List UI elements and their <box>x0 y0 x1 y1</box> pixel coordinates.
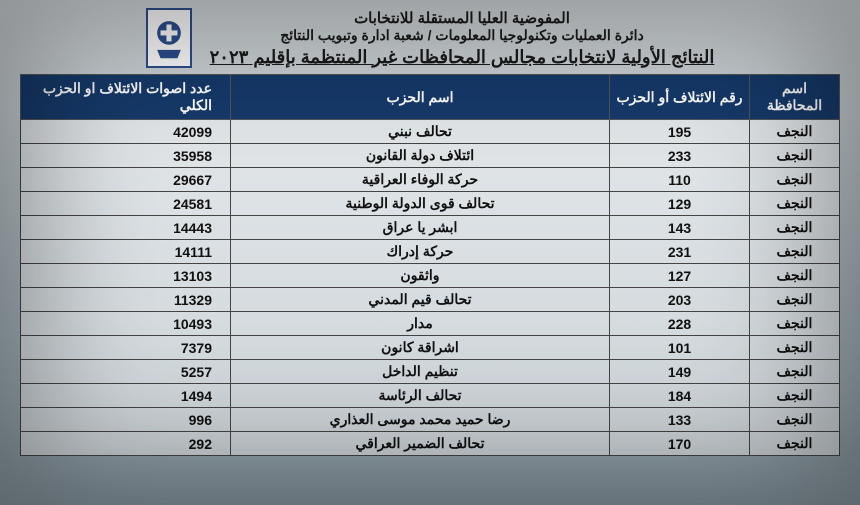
table-row: النجف110حركة الوفاء العراقية29667 <box>21 168 840 192</box>
header-line-1: المفوضية العليا المستقلة للانتخابات <box>210 9 715 27</box>
cell-votes: 5257 <box>21 360 231 384</box>
cell-party-name: تحالف الرئاسة <box>231 384 610 408</box>
cell-party-name: رضا حميد محمد موسى العذاري <box>231 408 610 432</box>
table-row: النجف129تحالف قوى الدولة الوطنية24581 <box>21 192 840 216</box>
cell-party-name: حركة الوفاء العراقية <box>231 168 610 192</box>
cell-governorate: النجف <box>750 432 840 456</box>
col-header-governorate: اسم المحافظة <box>750 75 840 120</box>
cell-governorate: النجف <box>750 336 840 360</box>
cell-governorate: النجف <box>750 312 840 336</box>
page-header: المفوضية العليا المستقلة للانتخابات دائر… <box>20 8 840 68</box>
header-line-2: دائرة العمليات وتكنولوجيا المعلومات / شع… <box>210 27 715 44</box>
cell-party-name: حركة إدراك <box>231 240 610 264</box>
cell-coalition-num: 228 <box>610 312 750 336</box>
table-row: النجف149تنظيم الداخل5257 <box>21 360 840 384</box>
cell-governorate: النجف <box>750 384 840 408</box>
cell-coalition-num: 101 <box>610 336 750 360</box>
cell-party-name: تحالف نبني <box>231 120 610 144</box>
cell-governorate: النجف <box>750 360 840 384</box>
cell-party-name: اشراقة كانون <box>231 336 610 360</box>
cell-coalition-num: 203 <box>610 288 750 312</box>
table-row: النجف170تحالف الضمير العراقي292 <box>21 432 840 456</box>
table-header: اسم المحافظة رقم الائتلاف أو الحزب اسم ا… <box>21 75 840 120</box>
table-body: النجف195تحالف نبني42099النجف233ائتلاف دو… <box>21 120 840 456</box>
cell-party-name: تحالف قوى الدولة الوطنية <box>231 192 610 216</box>
cell-votes: 11329 <box>21 288 231 312</box>
table-row: النجف228مدار10493 <box>21 312 840 336</box>
cell-votes: 29667 <box>21 168 231 192</box>
cell-governorate: النجف <box>750 144 840 168</box>
cell-coalition-num: 149 <box>610 360 750 384</box>
cell-governorate: النجف <box>750 240 840 264</box>
cell-votes: 35958 <box>21 144 231 168</box>
header-text-block: المفوضية العليا المستقلة للانتخابات دائر… <box>210 9 715 68</box>
cell-coalition-num: 127 <box>610 264 750 288</box>
col-header-votes: عدد اصوات الائتلاف او الحزب الكلي <box>21 75 231 120</box>
table-row: النجف203تحالف قيم المدني11329 <box>21 288 840 312</box>
table-row: النجف143ابشر يا عراق14443 <box>21 216 840 240</box>
results-table: اسم المحافظة رقم الائتلاف أو الحزب اسم ا… <box>20 74 840 456</box>
cell-governorate: النجف <box>750 120 840 144</box>
cell-votes: 7379 <box>21 336 231 360</box>
cell-coalition-num: 195 <box>610 120 750 144</box>
table-row: النجف231حركة إدراك14111 <box>21 240 840 264</box>
cell-governorate: النجف <box>750 192 840 216</box>
col-header-party-name: اسم الحزب <box>231 75 610 120</box>
cell-votes: 10493 <box>21 312 231 336</box>
cell-party-name: تنظيم الداخل <box>231 360 610 384</box>
cell-party-name: تحالف قيم المدني <box>231 288 610 312</box>
cell-party-name: ائتلاف دولة القانون <box>231 144 610 168</box>
cell-votes: 996 <box>21 408 231 432</box>
cell-votes: 24581 <box>21 192 231 216</box>
cell-coalition-num: 170 <box>610 432 750 456</box>
cell-governorate: النجف <box>750 216 840 240</box>
cell-party-name: واثقون <box>231 264 610 288</box>
table-row: النجف233ائتلاف دولة القانون35958 <box>21 144 840 168</box>
table-row: النجف127واثقون13103 <box>21 264 840 288</box>
table-row: النجف133رضا حميد محمد موسى العذاري996 <box>21 408 840 432</box>
cell-votes: 292 <box>21 432 231 456</box>
ihec-logo-icon <box>152 16 186 60</box>
cell-governorate: النجف <box>750 408 840 432</box>
cell-votes: 14443 <box>21 216 231 240</box>
cell-coalition-num: 110 <box>610 168 750 192</box>
cell-coalition-num: 129 <box>610 192 750 216</box>
cell-votes: 13103 <box>21 264 231 288</box>
cell-coalition-num: 233 <box>610 144 750 168</box>
cell-governorate: النجف <box>750 264 840 288</box>
cell-governorate: النجف <box>750 168 840 192</box>
cell-party-name: تحالف الضمير العراقي <box>231 432 610 456</box>
cell-party-name: مدار <box>231 312 610 336</box>
table-row: النجف195تحالف نبني42099 <box>21 120 840 144</box>
table-row: النجف184تحالف الرئاسة1494 <box>21 384 840 408</box>
cell-coalition-num: 133 <box>610 408 750 432</box>
col-header-coalition-num: رقم الائتلاف أو الحزب <box>610 75 750 120</box>
cell-coalition-num: 184 <box>610 384 750 408</box>
cell-coalition-num: 143 <box>610 216 750 240</box>
table-row: النجف101اشراقة كانون7379 <box>21 336 840 360</box>
cell-votes: 42099 <box>21 120 231 144</box>
cell-votes: 1494 <box>21 384 231 408</box>
header-title: النتائج الأولية لانتخابات مجالس المحافظا… <box>210 47 715 68</box>
cell-votes: 14111 <box>21 240 231 264</box>
cell-governorate: النجف <box>750 288 840 312</box>
commission-logo <box>146 8 192 68</box>
cell-coalition-num: 231 <box>610 240 750 264</box>
cell-party-name: ابشر يا عراق <box>231 216 610 240</box>
